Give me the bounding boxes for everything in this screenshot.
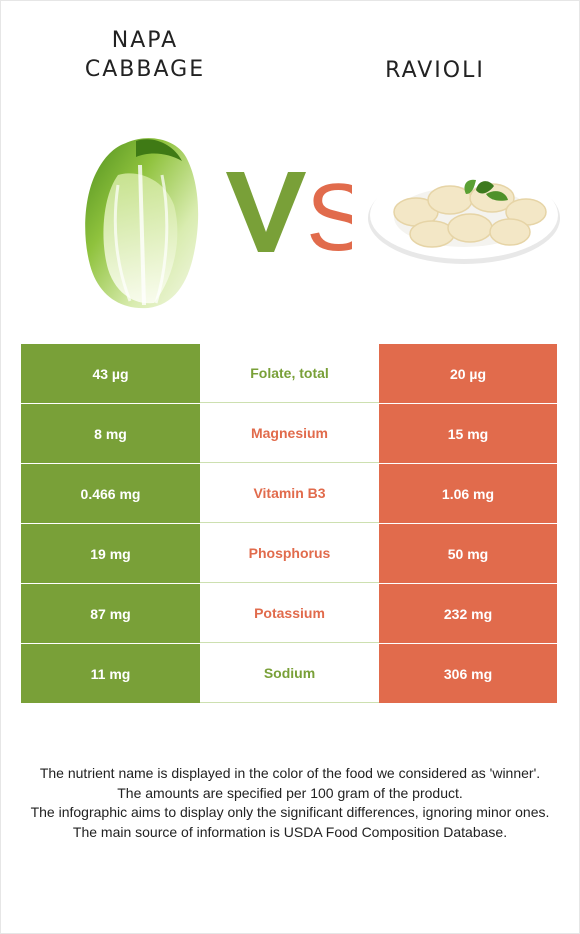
left-value: 87 mg — [21, 584, 200, 643]
footnote: The nutrient name is displayed in the co… — [20, 764, 560, 842]
table-row: 8 mg Magnesium 15 mg — [21, 404, 557, 464]
left-value: 43 µg — [21, 344, 200, 403]
right-value: 232 mg — [379, 584, 557, 643]
left-value: 8 mg — [21, 404, 200, 463]
nutrient-comparison-table: 43 µg Folate, total 20 µg 8 mg Magnesium… — [21, 344, 557, 703]
nutrient-name: Vitamin B3 — [200, 464, 379, 523]
nutrient-name: Folate, total — [200, 344, 379, 403]
footnote-line: The main source of information is USDA F… — [72, 823, 508, 840]
right-food-title: RAVIOLI — [385, 58, 485, 83]
right-value: 306 mg — [379, 644, 557, 703]
table-row: 11 mg Sodium 306 mg — [21, 644, 557, 703]
left-food-title-line2: CABBAGE — [84, 57, 206, 82]
table-row: 0.466 mg Vitamin B3 1.06 mg — [21, 464, 557, 524]
footnote-line: The nutrient name is displayed in the co… — [39, 765, 541, 781]
table-row: 87 mg Potassium 232 mg — [21, 584, 557, 644]
footnote-line: The infographic aims to display only the… — [30, 804, 550, 820]
napa-cabbage-image — [85, 138, 199, 309]
right-value: 20 µg — [379, 344, 557, 403]
left-value: 19 mg — [21, 524, 200, 583]
left-value: 0.466 mg — [21, 464, 200, 523]
right-value: 1.06 mg — [379, 464, 557, 523]
left-value: 11 mg — [21, 644, 200, 703]
table-row: 19 mg Phosphorus 50 mg — [21, 524, 557, 584]
vs-label: S — [226, 166, 352, 256]
left-food-title-line1: NAPA — [111, 28, 179, 53]
footnote-line: The amounts are specified per 100 gram o… — [117, 784, 463, 801]
nutrient-name: Magnesium — [200, 404, 379, 463]
left-food-title: NAPA CABBAGE — [70, 26, 220, 84]
right-value: 15 mg — [379, 404, 557, 463]
svg-text:S: S — [306, 166, 352, 256]
nutrient-name: Sodium — [200, 644, 379, 703]
right-value: 50 mg — [379, 524, 557, 583]
ravioli-image — [368, 171, 560, 264]
table-row: 43 µg Folate, total 20 µg — [21, 344, 557, 404]
nutrient-name: Phosphorus — [200, 524, 379, 583]
nutrient-name: Potassium — [200, 584, 379, 643]
